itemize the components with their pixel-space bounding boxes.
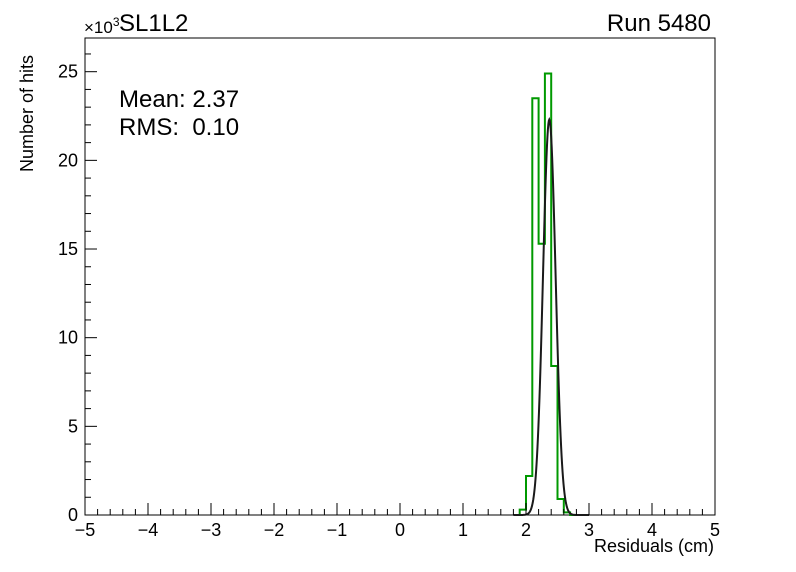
x-tick-label: −5: [75, 520, 96, 540]
stat-rms: RMS: 0.10: [119, 114, 239, 141]
y-axis-exponent: ×103: [84, 15, 120, 37]
plot-layer: [513, 72, 589, 516]
x-tick-label: −1: [327, 520, 348, 540]
x-axis-title: Residuals (cm): [594, 536, 714, 556]
run-label: Run 5480: [607, 10, 711, 37]
y-tick-label: 20: [58, 150, 78, 170]
y-axis-exponent-base: ×10: [84, 18, 113, 37]
x-tick-label: 5: [710, 520, 720, 540]
y-tick-label: 15: [58, 239, 78, 259]
x-tick-label: 2: [521, 520, 531, 540]
x-tick-label: −4: [138, 520, 159, 540]
y-axis-exponent-power: 3: [113, 15, 120, 29]
x-tick-label: 0: [395, 520, 405, 540]
x-tick-label: −2: [264, 520, 285, 540]
y-tick-label: 0: [68, 505, 78, 525]
y-tick-label: 25: [58, 62, 78, 82]
x-tick-label: −3: [201, 520, 222, 540]
x-tick-label: 4: [647, 520, 657, 540]
stat-mean: Mean: 2.37: [119, 86, 239, 113]
tick-layer: −5 −4 −3 −2 −1 0 1 2 3 4 5 0 5 10 15 20 25: [58, 53, 720, 540]
x-tick-label: 3: [584, 520, 594, 540]
x-tick-label: 1: [458, 520, 468, 540]
y-tick-label: 5: [68, 416, 78, 436]
plot-title: SL1L2: [119, 10, 188, 37]
y-axis-title: Number of hits: [17, 55, 37, 172]
y-tick-label: 10: [58, 328, 78, 348]
